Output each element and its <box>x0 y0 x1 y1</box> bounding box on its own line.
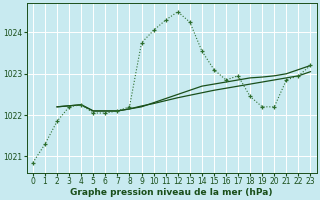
X-axis label: Graphe pression niveau de la mer (hPa): Graphe pression niveau de la mer (hPa) <box>70 188 273 197</box>
